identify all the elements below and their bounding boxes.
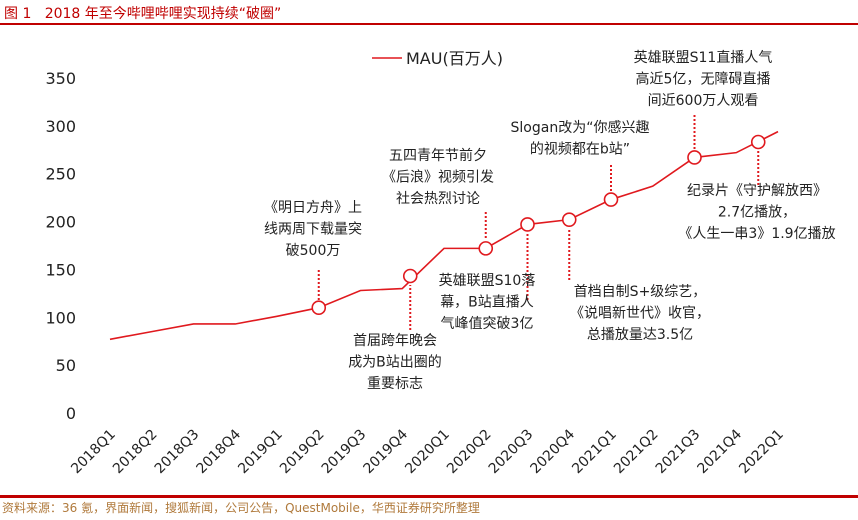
mau-line-chart: 0501001502002503003502018Q12018Q22018Q32… — [45, 49, 835, 478]
annotation-text: 间近600万人观看 — [648, 93, 759, 109]
annotation-marker — [520, 217, 535, 232]
annotation-marker — [750, 134, 766, 150]
annotation-marker — [478, 241, 494, 256]
annotation-marker — [603, 192, 619, 207]
annotation-text: 的视频都在b站” — [530, 142, 630, 158]
annotation-text: 总播放量达3.5亿 — [587, 327, 693, 343]
annotation-text: 《明日方舟》上 — [264, 200, 362, 216]
annotation-text: 社会热烈讨论 — [396, 191, 480, 207]
figure-title: 图 1 2018 年至今哔哩哔哩实现持续“破圈” — [4, 6, 282, 22]
annotation-text: 《人生一串3》1.9亿播放 — [678, 226, 835, 242]
annotation-text: 首届跨年晚会 — [353, 333, 437, 349]
annotation-text: 气峰值突破3亿 — [441, 316, 534, 332]
x-tick-label: 2018Q3 — [152, 427, 203, 478]
x-tick-label: 2021Q3 — [653, 427, 704, 478]
y-tick-label: 350 — [45, 69, 76, 88]
x-tick-label: 2021Q1 — [569, 427, 620, 478]
annotation-text: Slogan改为“你感兴趣 — [511, 119, 650, 136]
annotation-text: 破500万 — [286, 243, 341, 259]
x-tick-label: 2019Q1 — [235, 427, 286, 478]
source-note: 资料来源：36 氪，界面新闻，搜狐新闻，公司公告，QuestMobile，华西证… — [2, 501, 480, 515]
x-tick-label: 2020Q1 — [402, 427, 453, 478]
annotation-text: 重要标志 — [367, 376, 423, 392]
x-tick-label: 2019Q3 — [319, 427, 370, 478]
x-tick-label: 2020Q3 — [486, 427, 537, 478]
annotation-text: 首档自制S+级综艺， — [574, 284, 707, 300]
x-tick-label: 2021Q4 — [694, 426, 745, 477]
title-divider — [0, 23, 858, 25]
y-tick-label: 300 — [45, 117, 76, 136]
annotation-text: 《说唱新世代》收官， — [570, 306, 710, 322]
annotation-text: 英雄联盟S10落 — [439, 272, 536, 289]
annotation-text: 2.7亿播放， — [718, 205, 796, 221]
annotation-marker — [687, 150, 702, 165]
x-tick-label: 2019Q2 — [277, 427, 328, 478]
x-tick-label: 2022Q1 — [736, 427, 787, 478]
x-tick-label: 2018Q2 — [110, 427, 161, 478]
y-tick-label: 50 — [56, 356, 76, 375]
x-tick-label: 2018Q4 — [193, 426, 244, 477]
annotation-text: 幕，B站直播人 — [440, 294, 534, 311]
annotation-marker — [561, 212, 577, 227]
annotation-marker — [402, 268, 418, 284]
annotation-text: 线两周下载量突 — [264, 222, 362, 238]
y-tick-label: 200 — [45, 213, 76, 232]
annotation-text: 纪录片《守护解放西》 — [687, 183, 827, 199]
annotation-text: 五四青年节前夕 — [389, 147, 487, 164]
annotation-text: 英雄联盟S11直播人气 — [634, 49, 773, 66]
annotation-text: 成为B站出圈的 — [348, 355, 442, 371]
legend-label: MAU(百万人) — [406, 49, 503, 68]
y-tick-label: 250 — [45, 165, 76, 184]
annotation-text: 《后浪》视频引发 — [382, 170, 494, 186]
y-tick-label: 150 — [45, 260, 76, 279]
x-tick-label: 2021Q2 — [611, 427, 662, 478]
y-tick-label: 100 — [45, 308, 76, 327]
y-tick-label: 0 — [66, 404, 76, 423]
x-tick-label: 2019Q4 — [360, 426, 411, 477]
x-tick-label: 2018Q1 — [68, 427, 119, 478]
footer-divider — [0, 495, 858, 498]
annotation-marker — [311, 300, 327, 316]
x-tick-label: 2020Q4 — [527, 426, 578, 477]
annotation-text: 高近5亿，无障碍直播 — [636, 71, 771, 88]
x-tick-label: 2020Q2 — [444, 427, 495, 478]
